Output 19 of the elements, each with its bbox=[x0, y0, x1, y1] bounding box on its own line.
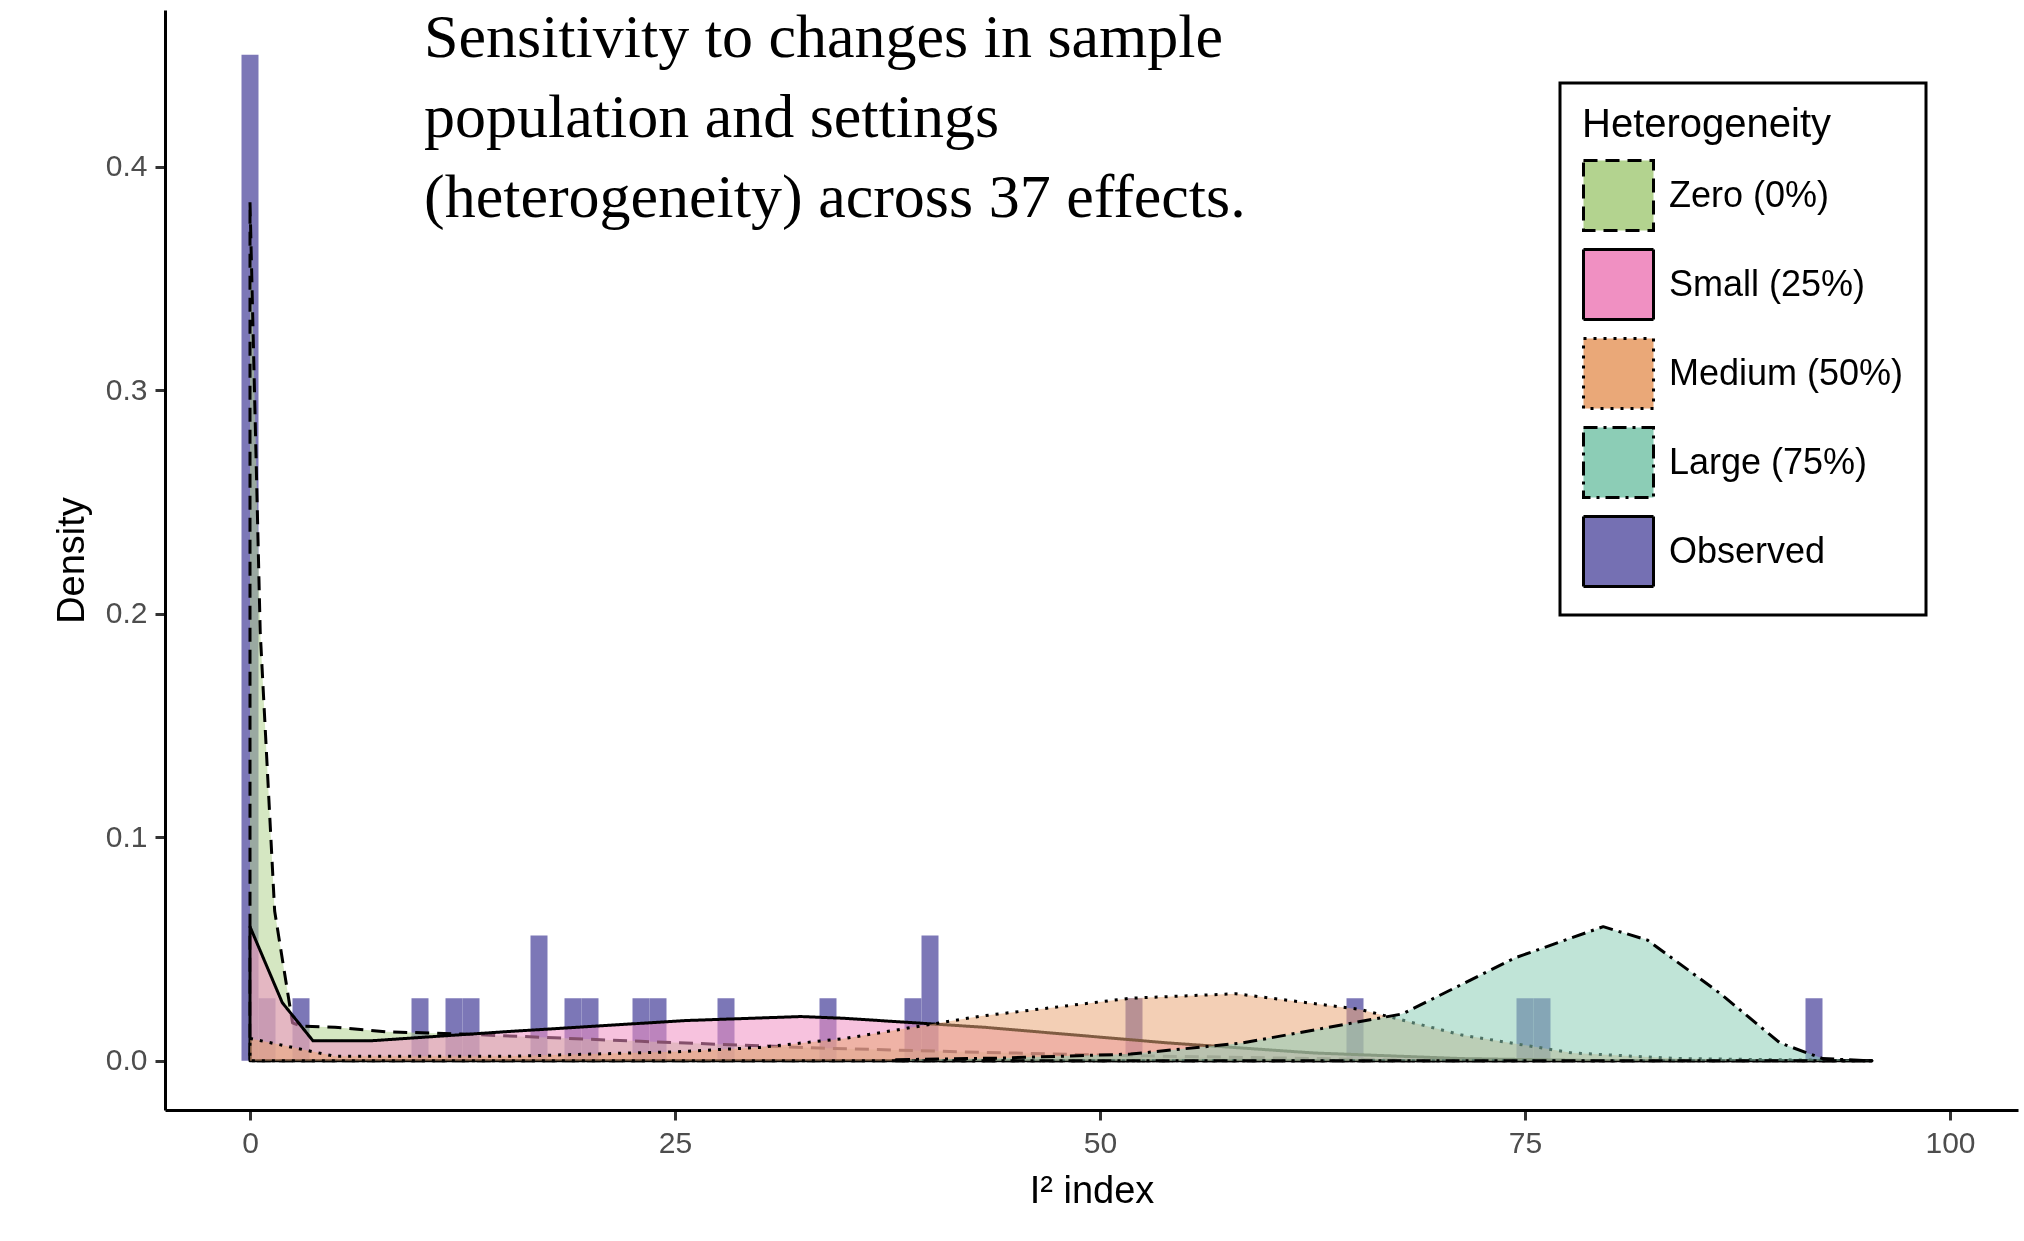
legend-title: Heterogeneity bbox=[1582, 101, 1832, 145]
legend-label: Medium (50%) bbox=[1669, 351, 1904, 393]
legend-label: Small (25%) bbox=[1669, 262, 1866, 304]
x-axis-title: I² index bbox=[1029, 1168, 1155, 1211]
legend-label: Large (75%) bbox=[1669, 440, 1868, 482]
x-tick-label: 25 bbox=[658, 1125, 693, 1159]
x-tick-label: 50 bbox=[1083, 1125, 1118, 1159]
y-tick-label: 0.0 bbox=[105, 1043, 148, 1077]
x-tick-label: 100 bbox=[1925, 1125, 1976, 1159]
legend-label: Observed bbox=[1669, 529, 1826, 571]
x-tick-label: 75 bbox=[1508, 1125, 1543, 1159]
y-tick-label: 0.2 bbox=[105, 596, 148, 630]
legend-label: Zero (0%) bbox=[1669, 173, 1830, 215]
text: Sensitivity to changes in sample population and settings (heterogeneity) across 37 effects. bbox=[424, 2, 1246, 231]
y-axis-title: Density bbox=[49, 497, 92, 624]
y-tick-label: 0.1 bbox=[105, 819, 148, 853]
y-tick-label: 0.3 bbox=[105, 372, 148, 406]
x-tick-label: 0 bbox=[242, 1125, 259, 1159]
y-tick-label: 0.4 bbox=[105, 149, 148, 182]
